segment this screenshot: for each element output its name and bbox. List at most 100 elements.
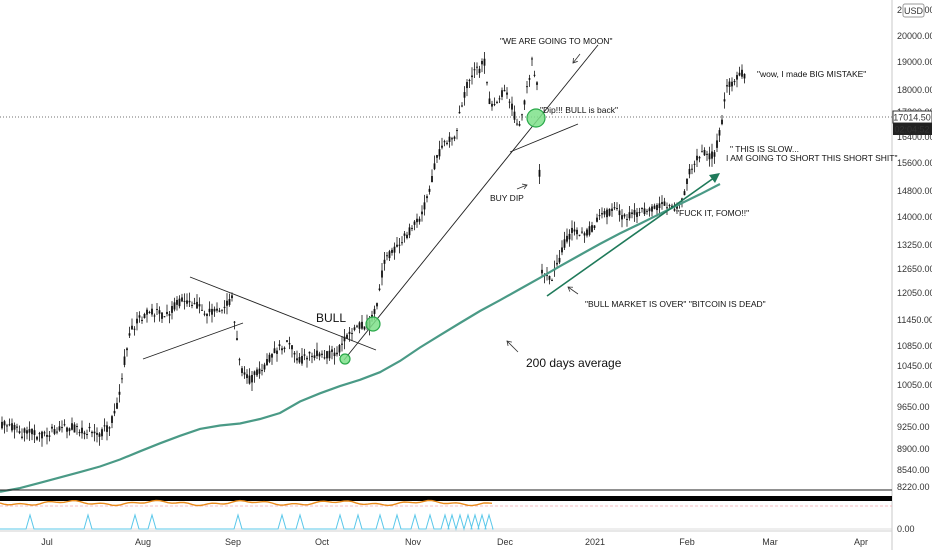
candle-body <box>216 308 218 311</box>
annotation-arrow-head <box>506 340 512 346</box>
candle-body <box>481 60 483 65</box>
candle-body <box>373 308 376 314</box>
annotation-text: "BULL MARKET IS OVER" "BITCOIN IS DEAD" <box>585 299 766 309</box>
candle-body <box>401 242 403 244</box>
candle-body <box>603 211 606 215</box>
candle-body <box>333 352 336 357</box>
annotation-text: BUY DIP <box>490 193 524 203</box>
candle-body <box>521 114 523 116</box>
annotation-arrow <box>516 184 528 190</box>
candle-body <box>491 103 493 107</box>
trend-arrow-head <box>709 173 720 183</box>
candle-body <box>196 301 198 309</box>
candle-body <box>388 251 391 259</box>
candle-body <box>548 275 551 280</box>
y-tick-label: 10850.00 <box>897 341 932 351</box>
candle-body <box>508 101 511 103</box>
candle-body <box>236 338 238 341</box>
candle-body <box>221 309 223 311</box>
candle-body <box>71 423 73 430</box>
x-tick-label: Oct <box>315 537 330 547</box>
candle-body <box>318 353 321 357</box>
y-tick-label: 9650.00 <box>897 402 930 412</box>
candle-body <box>653 205 656 209</box>
candle-body <box>378 288 381 291</box>
candle-body <box>533 74 536 76</box>
candle-body <box>91 431 93 434</box>
candle-body <box>193 303 196 305</box>
candle-body <box>428 188 431 192</box>
candle-body <box>393 246 396 253</box>
candle-body <box>3 421 6 426</box>
candle-body <box>353 327 356 330</box>
candle-body <box>128 333 131 336</box>
candle-body <box>606 209 608 218</box>
y-tick-label: 18000.00 <box>897 85 932 95</box>
candle-body <box>408 227 411 236</box>
candle-body <box>558 257 561 263</box>
annotation-arrow <box>506 340 519 353</box>
y-tick-label: 16400.00 <box>897 132 932 142</box>
candle-body <box>291 345 293 350</box>
candle-body <box>143 313 146 319</box>
candle-body <box>661 202 663 205</box>
y-tick-label: 9250.00 <box>897 422 930 432</box>
candle-body <box>651 206 653 212</box>
candle-body <box>541 269 543 274</box>
candle-body <box>433 163 436 170</box>
trendline-triangle-top <box>189 276 377 351</box>
candle-body <box>413 221 416 225</box>
candle-body <box>336 352 338 355</box>
candle-body <box>158 310 161 314</box>
x-tick-label: Apr <box>854 537 868 547</box>
candle-body <box>686 178 688 185</box>
candle-body <box>478 68 481 74</box>
candle-body <box>141 319 143 321</box>
candle-body <box>551 279 553 281</box>
candle-body <box>106 425 108 432</box>
candle-body <box>581 231 583 233</box>
candle-body <box>43 432 46 434</box>
annotation-arrow-head <box>567 286 574 292</box>
currency-badge[interactable] <box>902 3 925 18</box>
annotation-text: "WE ARE GOING TO MOON" <box>500 36 612 46</box>
candle-body <box>66 427 68 432</box>
candle-body <box>671 205 673 207</box>
candle-body <box>536 82 538 85</box>
candle-body <box>198 304 201 307</box>
candle-body <box>68 428 71 432</box>
candle-body <box>383 259 386 264</box>
candle-body <box>148 311 151 313</box>
candle-body <box>133 328 136 330</box>
candle-body <box>453 136 456 139</box>
candle-body <box>88 426 91 429</box>
candle-body <box>281 348 283 351</box>
candle-body <box>546 274 548 276</box>
candle-body <box>251 374 253 383</box>
osc-band <box>0 496 892 501</box>
candle-body <box>313 355 316 358</box>
candle-body <box>161 312 163 319</box>
candle-body <box>728 81 731 87</box>
y-tick-label: 14800.00 <box>897 186 932 196</box>
candle-body <box>311 355 313 357</box>
candle-body <box>563 239 566 248</box>
candle-body <box>323 357 326 359</box>
candle-body <box>321 353 323 355</box>
candle-body <box>331 349 333 352</box>
candle-body <box>708 153 711 160</box>
candle-body <box>506 92 508 95</box>
candle-body <box>571 227 573 233</box>
candle-body <box>483 58 486 66</box>
candle-body <box>286 340 288 342</box>
candle-body <box>441 145 443 148</box>
candle-body <box>11 423 13 431</box>
candle-body <box>556 262 558 265</box>
candle-body <box>86 434 88 436</box>
candle-body <box>598 215 601 217</box>
trendline-dip <box>509 123 579 153</box>
candle-body <box>118 391 121 395</box>
candle-body <box>426 196 428 199</box>
candle-body <box>76 425 78 427</box>
candle-body <box>386 255 388 257</box>
